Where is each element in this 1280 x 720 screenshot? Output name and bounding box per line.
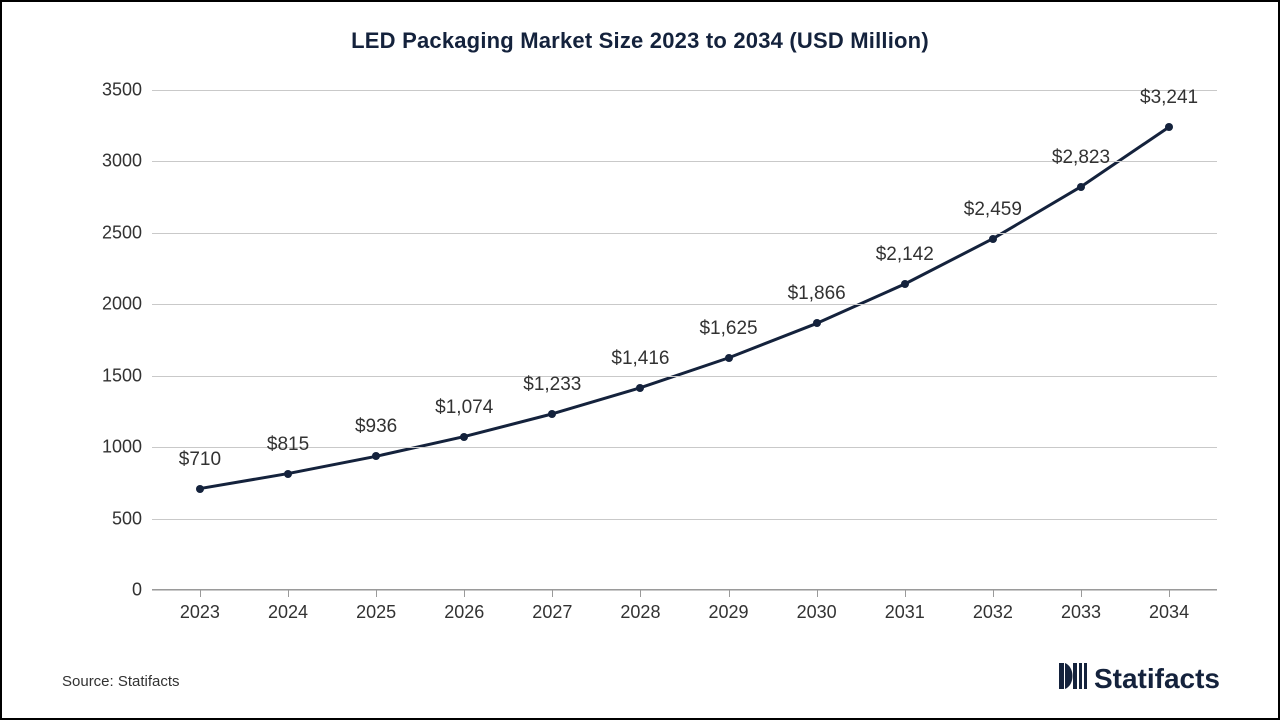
data-label: $1,866 [788, 283, 846, 305]
data-label: $2,823 [1052, 147, 1110, 169]
gridline [152, 376, 1217, 377]
x-tick-label: 2024 [268, 602, 308, 623]
data-marker [989, 235, 997, 243]
data-label: $936 [355, 416, 397, 438]
y-tick-label: 2000 [102, 294, 142, 315]
x-tick-mark [464, 590, 465, 597]
y-tick-label: 3000 [102, 151, 142, 172]
x-tick-mark [817, 590, 818, 597]
source-label: Source: Statifacts [62, 673, 180, 690]
data-marker [372, 452, 380, 460]
x-tick-mark [288, 590, 289, 597]
chart-title: LED Packaging Market Size 2023 to 2034 (… [2, 28, 1278, 54]
data-marker [1165, 123, 1173, 131]
y-tick-label: 3500 [102, 80, 142, 101]
brand: Statifacts [1058, 661, 1220, 696]
data-label: $2,142 [876, 244, 934, 266]
gridline [152, 233, 1217, 234]
data-label: $3,241 [1140, 87, 1198, 109]
brand-logo-icon [1058, 661, 1088, 696]
gridline [152, 590, 1217, 591]
data-label: $815 [267, 434, 309, 456]
x-tick-mark [729, 590, 730, 597]
data-label: $1,625 [699, 318, 757, 340]
data-label: $2,459 [964, 199, 1022, 221]
x-axis [152, 589, 1217, 590]
x-tick-label: 2034 [1149, 602, 1189, 623]
x-tick-label: 2027 [532, 602, 572, 623]
data-marker [196, 485, 204, 493]
brand-text: Statifacts [1094, 663, 1220, 695]
chart-frame: LED Packaging Market Size 2023 to 2034 (… [0, 0, 1280, 720]
x-tick-mark [905, 590, 906, 597]
x-tick-label: 2028 [620, 602, 660, 623]
data-marker [725, 354, 733, 362]
x-tick-label: 2023 [180, 602, 220, 623]
x-tick-mark [1169, 590, 1170, 597]
x-tick-mark [552, 590, 553, 597]
x-tick-mark [640, 590, 641, 597]
data-marker [1077, 183, 1085, 191]
y-tick-label: 1000 [102, 437, 142, 458]
data-label: $1,074 [435, 397, 493, 419]
y-tick-label: 1500 [102, 365, 142, 386]
x-tick-label: 2029 [709, 602, 749, 623]
y-tick-label: 2500 [102, 222, 142, 243]
x-tick-label: 2030 [797, 602, 837, 623]
series-line [200, 127, 1169, 489]
x-tick-label: 2032 [973, 602, 1013, 623]
gridline [152, 519, 1217, 520]
x-tick-label: 2026 [444, 602, 484, 623]
data-label: $1,416 [611, 348, 669, 370]
x-tick-label: 2033 [1061, 602, 1101, 623]
x-tick-mark [376, 590, 377, 597]
data-marker [636, 384, 644, 392]
plot-area: 0500100015002000250030003500202320242025… [152, 90, 1217, 590]
data-label: $1,233 [523, 374, 581, 396]
gridline [152, 304, 1217, 305]
data-marker [813, 319, 821, 327]
x-tick-label: 2025 [356, 602, 396, 623]
x-tick-mark [1081, 590, 1082, 597]
data-marker [548, 410, 556, 418]
data-marker [284, 470, 292, 478]
gridline [152, 447, 1217, 448]
data-marker [901, 280, 909, 288]
gridline [152, 90, 1217, 91]
x-tick-mark [993, 590, 994, 597]
data-marker [460, 433, 468, 441]
y-tick-label: 0 [132, 580, 142, 601]
data-label: $710 [179, 449, 221, 471]
y-tick-label: 500 [112, 508, 142, 529]
x-tick-mark [200, 590, 201, 597]
x-tick-label: 2031 [885, 602, 925, 623]
